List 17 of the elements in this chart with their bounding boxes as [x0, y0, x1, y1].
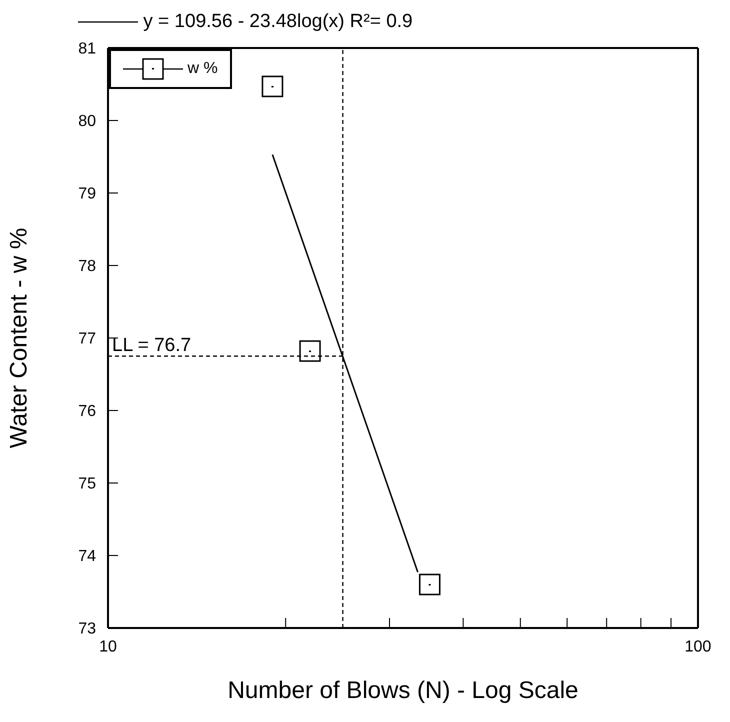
x-tick-label: 100: [684, 638, 712, 656]
x-axis-title: Number of Blows (N) - Log Scale: [228, 677, 578, 704]
x-tick-label: 10: [99, 638, 117, 656]
y-tick-label: 78: [78, 258, 96, 276]
y-tick-label: 77: [78, 330, 96, 348]
y-tick-label: 79: [78, 186, 96, 203]
y-tick-label: 81: [78, 40, 96, 58]
y-axis-title: Water Content - w %: [6, 228, 33, 448]
legend: w %: [109, 49, 232, 89]
y-tick-label: 80: [78, 113, 96, 130]
legend-label: w %: [187, 60, 218, 78]
y-tick-label: 74: [78, 548, 96, 566]
y-tick-label: 75: [78, 476, 96, 493]
y-tick-label: 73: [78, 620, 96, 638]
y-tick-label: 76: [78, 403, 96, 420]
ref-line-label: LL = 76.7: [112, 335, 192, 356]
legend-label: y = 109.56 - 23.48log(x) R²= 0.9: [143, 11, 413, 32]
